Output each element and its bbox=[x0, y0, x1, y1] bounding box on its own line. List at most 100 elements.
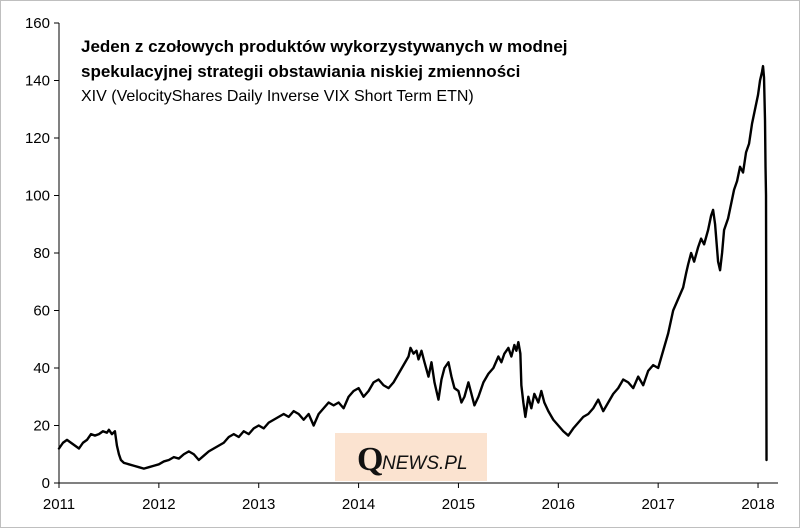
series-point bbox=[520, 384, 523, 387]
series-point bbox=[387, 387, 390, 390]
series-point bbox=[252, 427, 255, 430]
series-point bbox=[751, 122, 753, 125]
series-point bbox=[473, 404, 476, 407]
y-tick-label: 0 bbox=[42, 475, 50, 492]
series-point bbox=[467, 381, 470, 384]
series-point bbox=[407, 355, 410, 358]
x-tick-label: 2015 bbox=[442, 496, 475, 513]
series-point bbox=[543, 401, 546, 404]
series-point bbox=[114, 430, 116, 433]
series-point bbox=[70, 441, 72, 444]
series-point bbox=[524, 415, 527, 418]
series-point bbox=[607, 401, 610, 404]
y-tick-label: 60 bbox=[33, 303, 50, 320]
series-point bbox=[617, 387, 620, 390]
series-point bbox=[317, 413, 320, 415]
series-point bbox=[182, 453, 185, 456]
series-point bbox=[587, 413, 590, 415]
series-point bbox=[257, 424, 260, 427]
series-point bbox=[332, 404, 335, 407]
series-point bbox=[682, 286, 685, 289]
series-point bbox=[592, 407, 595, 410]
series-point bbox=[763, 76, 765, 79]
series-point bbox=[312, 424, 315, 427]
series-point bbox=[685, 272, 688, 275]
series-point bbox=[672, 309, 675, 312]
series-point bbox=[552, 418, 555, 421]
series-point bbox=[172, 456, 175, 459]
series-point bbox=[745, 151, 747, 154]
series-point bbox=[427, 375, 430, 378]
series-point bbox=[527, 395, 530, 398]
series-point bbox=[730, 203, 732, 206]
series-point bbox=[297, 413, 300, 415]
series-point bbox=[367, 390, 370, 392]
series-point bbox=[517, 341, 520, 344]
series-point bbox=[647, 369, 650, 372]
series-point bbox=[482, 381, 485, 384]
series-point bbox=[667, 332, 670, 335]
series-point bbox=[721, 252, 723, 254]
series-point bbox=[420, 349, 423, 352]
series-point bbox=[192, 453, 195, 456]
x-tick-label: 2016 bbox=[542, 496, 575, 513]
series-point bbox=[447, 361, 450, 364]
series-point bbox=[187, 450, 190, 453]
series-point bbox=[662, 349, 665, 352]
series-point bbox=[402, 364, 405, 367]
series-point bbox=[500, 361, 503, 364]
watermark-rest: NEWS.PL bbox=[382, 453, 468, 474]
series-point bbox=[693, 260, 696, 263]
series-point bbox=[497, 355, 500, 358]
series-point bbox=[94, 434, 96, 437]
series-point bbox=[232, 433, 235, 436]
y-tick-label: 100 bbox=[25, 188, 50, 205]
series-point bbox=[217, 444, 220, 447]
series-point bbox=[612, 392, 615, 395]
series-point bbox=[302, 418, 305, 421]
series-point bbox=[712, 208, 714, 211]
x-tick-label: 2011 bbox=[43, 496, 75, 513]
series-point bbox=[519, 352, 522, 355]
series-point bbox=[530, 407, 533, 410]
series-point bbox=[307, 413, 310, 415]
series-point bbox=[177, 457, 180, 460]
series-point bbox=[765, 194, 767, 197]
series-point bbox=[242, 430, 245, 433]
series-point bbox=[111, 433, 113, 436]
series-point bbox=[764, 119, 766, 122]
series-point bbox=[761, 70, 763, 73]
series-point bbox=[430, 361, 433, 364]
series-point bbox=[723, 229, 725, 231]
x-tick-label: 2014 bbox=[342, 496, 375, 513]
series-point bbox=[212, 447, 215, 450]
series-point bbox=[557, 424, 560, 427]
series-point bbox=[707, 229, 709, 231]
series-point bbox=[74, 444, 76, 447]
series-point bbox=[492, 367, 495, 369]
series-point bbox=[282, 413, 285, 415]
series-point bbox=[202, 454, 205, 457]
series-point bbox=[450, 375, 453, 378]
series-point bbox=[116, 444, 118, 447]
series-point bbox=[227, 436, 230, 438]
series-point bbox=[78, 447, 80, 450]
series-point bbox=[440, 378, 443, 381]
series-point bbox=[719, 269, 721, 272]
series-point bbox=[627, 381, 630, 384]
series-point bbox=[108, 428, 110, 431]
series-point bbox=[677, 298, 680, 300]
series-point bbox=[597, 398, 600, 401]
series-point bbox=[423, 361, 426, 364]
series-point bbox=[98, 433, 100, 436]
series-point bbox=[157, 463, 160, 466]
series-group bbox=[57, 64, 768, 470]
series-point bbox=[86, 438, 88, 441]
series-point bbox=[120, 459, 122, 461]
chart-subtitle: XIV (VelocityShares Daily Inverse VIX Sh… bbox=[81, 88, 474, 105]
series-point bbox=[392, 381, 395, 384]
series-point bbox=[470, 392, 473, 395]
series-point bbox=[762, 65, 764, 68]
watermark-prefix: Q bbox=[357, 441, 383, 478]
